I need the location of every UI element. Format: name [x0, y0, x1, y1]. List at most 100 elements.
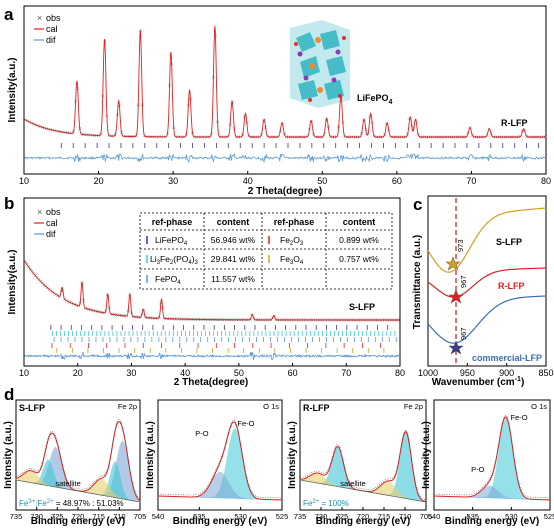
- legend-cal-label: cal: [46, 218, 58, 228]
- x-tick-label: 900: [499, 368, 514, 378]
- atom-fe: [315, 37, 321, 43]
- panel-d-xps-group: 735 730 725 720 715 710 705 Binding energy (eV)…: [3, 399, 554, 527]
- commercial-lfp-peak-label: 967: [459, 327, 468, 340]
- panel-b-difference-curve: [23, 351, 401, 361]
- xps-fit-peak: [299, 432, 427, 503]
- table-header: ref-phase: [152, 217, 193, 227]
- panel-b-ylabel: Intensity(a.u.): [7, 249, 18, 314]
- panel-b-xticks: 10 20 30 40 50 60 70 80: [19, 363, 405, 378]
- x-tick-label: 950: [460, 368, 475, 378]
- panel-c-xlabel: Wavenumber (cm-1): [432, 376, 525, 388]
- panel-a-xticks: 10 20 30 40 50 60 70 80: [19, 171, 551, 186]
- commercial-lfp-label: commercial-LFP: [472, 353, 542, 363]
- x-tick-label: 60: [288, 368, 298, 378]
- x-tick-label: 730: [30, 512, 43, 521]
- panel-a-sample-label: R-LFP: [501, 118, 528, 128]
- panel-a-calculated-curve: [23, 26, 546, 138]
- x-tick-label: 60: [392, 176, 402, 186]
- commercial-lfp-star-marker: [448, 340, 464, 355]
- xps-ylabel: Intensity (a.u.): [421, 421, 432, 489]
- xps-edge-label: Fe 2p: [404, 402, 423, 411]
- xps-raw-data: [158, 419, 282, 499]
- xps-sample-label: R-LFP: [303, 403, 330, 413]
- x-tick-label: 535: [193, 512, 206, 521]
- legend-dif-label: dif: [46, 35, 56, 45]
- atom-fe: [309, 63, 315, 69]
- x-tick-label: 530: [505, 512, 518, 521]
- xps-raw-data: [434, 414, 550, 499]
- x-tick-label: 735: [10, 512, 23, 521]
- xps-background: [299, 479, 427, 503]
- panel-c-label: c: [413, 195, 422, 214]
- p-o-peak-label: P-O: [195, 429, 209, 438]
- crystal-structure-illustration: [290, 20, 350, 108]
- x-tick-label: 735: [294, 512, 307, 521]
- x-tick-label: 20: [73, 368, 83, 378]
- x-tick-label: 725: [336, 512, 349, 521]
- xps-raw-data: [15, 419, 141, 500]
- xps-ylabel: Intensity (a.u.): [287, 421, 298, 489]
- table-header: ref-phase: [274, 217, 315, 227]
- table-cell: 56.946 wt%: [211, 235, 256, 245]
- x-tick-label: 705: [134, 512, 147, 521]
- xps-ylabel: Intensity (a.u.): [145, 421, 156, 489]
- panel-a-xlabel: 2 Theta(degree): [248, 186, 322, 197]
- s-lfp-star-marker: [445, 256, 461, 271]
- x-tick-label: 70: [466, 176, 476, 186]
- x-tick-label: 80: [395, 368, 405, 378]
- xps-edge-label: O 1s: [263, 402, 279, 411]
- x-tick-label: 525: [544, 512, 554, 521]
- crystal-polyhedron: [296, 32, 316, 52]
- x-tick-label: 850: [538, 368, 553, 378]
- x-tick-label: 705: [420, 512, 433, 521]
- xps-edge-label: O 1s: [531, 402, 547, 411]
- s-lfp-label: S-LFP: [496, 237, 522, 247]
- table-cell: LiFePO4: [155, 235, 188, 247]
- xps-ylabel: Intensity (a.u.): [3, 421, 14, 489]
- xps-envelope: [158, 421, 282, 501]
- x-tick-label: 1000: [418, 368, 438, 378]
- r-lfp-curve: [427, 267, 547, 298]
- atom-o: [342, 36, 346, 40]
- panel-d-label: d: [4, 385, 14, 404]
- x-tick-label: 50: [234, 368, 244, 378]
- x-tick-label: 30: [126, 368, 136, 378]
- r-lfp-label: R-LFP: [498, 281, 525, 291]
- xps-axes: [157, 399, 283, 511]
- panel-b-xlabel: 2 Theta(degree): [174, 377, 248, 388]
- r-lfp-peak-label: 967: [459, 275, 468, 288]
- legend-obs-label: obs: [46, 13, 61, 23]
- panel-a-label: a: [4, 5, 14, 24]
- xps-axes: [433, 399, 551, 511]
- satellite-label: satellite: [340, 479, 365, 488]
- x-tick-label: 20: [94, 176, 104, 186]
- panel-b-bragg-ticks: [50, 325, 400, 353]
- x-tick-label: 70: [341, 368, 351, 378]
- panel-b-calculated-curve: [23, 259, 400, 321]
- panel-a-observed-series: [24, 28, 547, 139]
- legend-obs-marker: ×: [37, 207, 42, 217]
- x-tick-label: 80: [541, 176, 551, 186]
- panel-b-label: b: [4, 194, 14, 213]
- xps-xlabel: Binding energy (eV): [316, 516, 410, 527]
- x-tick-label: 40: [180, 368, 190, 378]
- x-tick-label: 715: [378, 512, 391, 521]
- table-cell: 11.557 wt%: [211, 274, 255, 284]
- x-tick-label: 535: [466, 512, 479, 521]
- commercial-lfp-curve: [427, 295, 547, 344]
- s-lfp-curve: [427, 207, 547, 273]
- crystal-polyhedron: [326, 56, 346, 76]
- panel-a-bragg-ticks: [60, 143, 539, 148]
- crystal-polyhedron: [320, 30, 340, 50]
- x-tick-label: 720: [357, 512, 370, 521]
- table-cell: 0.899 wt%: [339, 235, 379, 245]
- x-tick-label: 710: [399, 512, 412, 521]
- panel-a-difference-curve: [23, 152, 547, 164]
- x-tick-label: 50: [317, 176, 327, 186]
- x-tick-label: 710: [113, 512, 126, 521]
- atom-p: [297, 51, 303, 57]
- fe-o-peak-label: Fe-O: [237, 419, 254, 428]
- satellite-label: satellite: [55, 479, 80, 488]
- atom-fe: [317, 87, 323, 93]
- legend-dif-label: dif: [46, 229, 56, 239]
